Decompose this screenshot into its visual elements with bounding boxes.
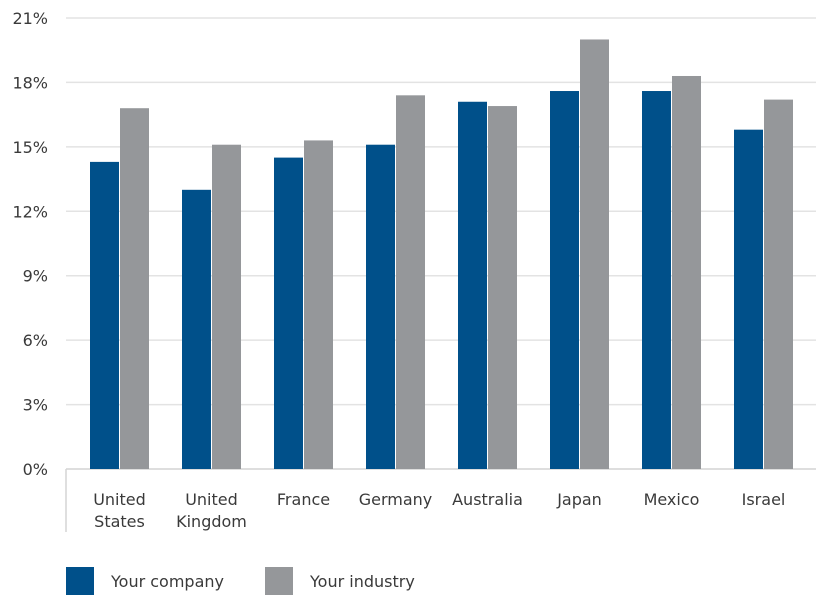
y-tick-label: 18%	[12, 73, 48, 92]
x-tick-label: Germany	[359, 490, 433, 509]
bar-industry	[580, 39, 609, 469]
y-tick-label: 15%	[12, 138, 48, 157]
bar-industry	[304, 140, 333, 469]
x-tick-label: Japan	[556, 490, 602, 509]
bar-company	[182, 189, 211, 470]
bar-industry	[120, 108, 149, 469]
bar-company	[274, 157, 303, 469]
x-tick-label: France	[277, 490, 330, 509]
bar-company	[550, 91, 579, 470]
y-tick-label: 6%	[23, 331, 48, 350]
legend-swatch	[265, 567, 293, 595]
y-tick-label: 9%	[23, 267, 48, 286]
x-tick-label: States	[94, 512, 145, 531]
y-tick-label: 3%	[23, 396, 48, 415]
x-tick-label: United	[93, 490, 146, 509]
y-tick-label: 21%	[12, 9, 48, 28]
bar-company	[366, 144, 395, 469]
x-tick-label: Australia	[452, 490, 523, 509]
legend-label: Your industry	[309, 572, 415, 591]
bar-company	[642, 91, 671, 470]
legend-label: Your company	[110, 572, 224, 591]
bar-industry	[672, 75, 701, 469]
x-tick-label: Mexico	[644, 490, 700, 509]
y-tick-label: 0%	[23, 460, 48, 479]
x-tick-label: Kingdom	[176, 512, 247, 531]
bar-company	[734, 129, 763, 469]
legend-swatch	[66, 567, 94, 595]
bar-company	[458, 101, 487, 469]
x-tick-label: United	[185, 490, 238, 509]
bar-industry	[764, 99, 793, 469]
y-tick-label: 12%	[12, 202, 48, 221]
bar-industry	[488, 106, 517, 470]
bar-company	[90, 161, 119, 469]
bar-industry	[396, 95, 425, 470]
bar-industry	[212, 144, 241, 469]
x-tick-label: Israel	[742, 490, 786, 509]
